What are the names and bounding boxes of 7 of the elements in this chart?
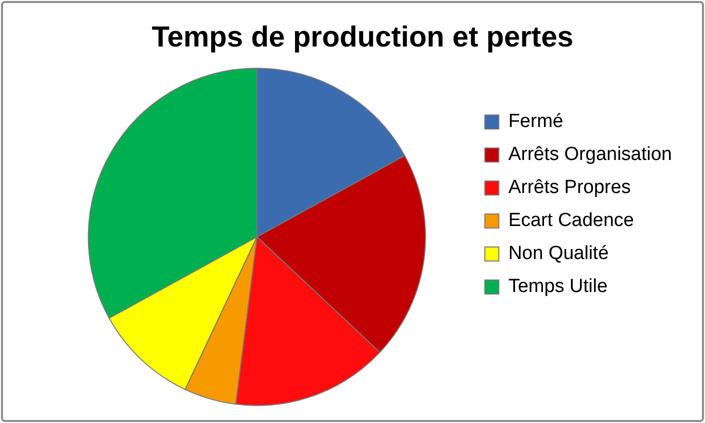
legend-label: Ecart Cadence bbox=[508, 210, 634, 232]
legend-label: Fermé bbox=[508, 111, 564, 132]
legend-label: Arrêts Propres bbox=[508, 177, 631, 198]
legend-label: Non Qualité bbox=[508, 243, 609, 264]
legend-label: Arrêts Organisation bbox=[508, 144, 672, 166]
chart-title: Temps de production et pertes bbox=[152, 21, 574, 54]
legend-label: Temps Utile bbox=[508, 276, 608, 298]
